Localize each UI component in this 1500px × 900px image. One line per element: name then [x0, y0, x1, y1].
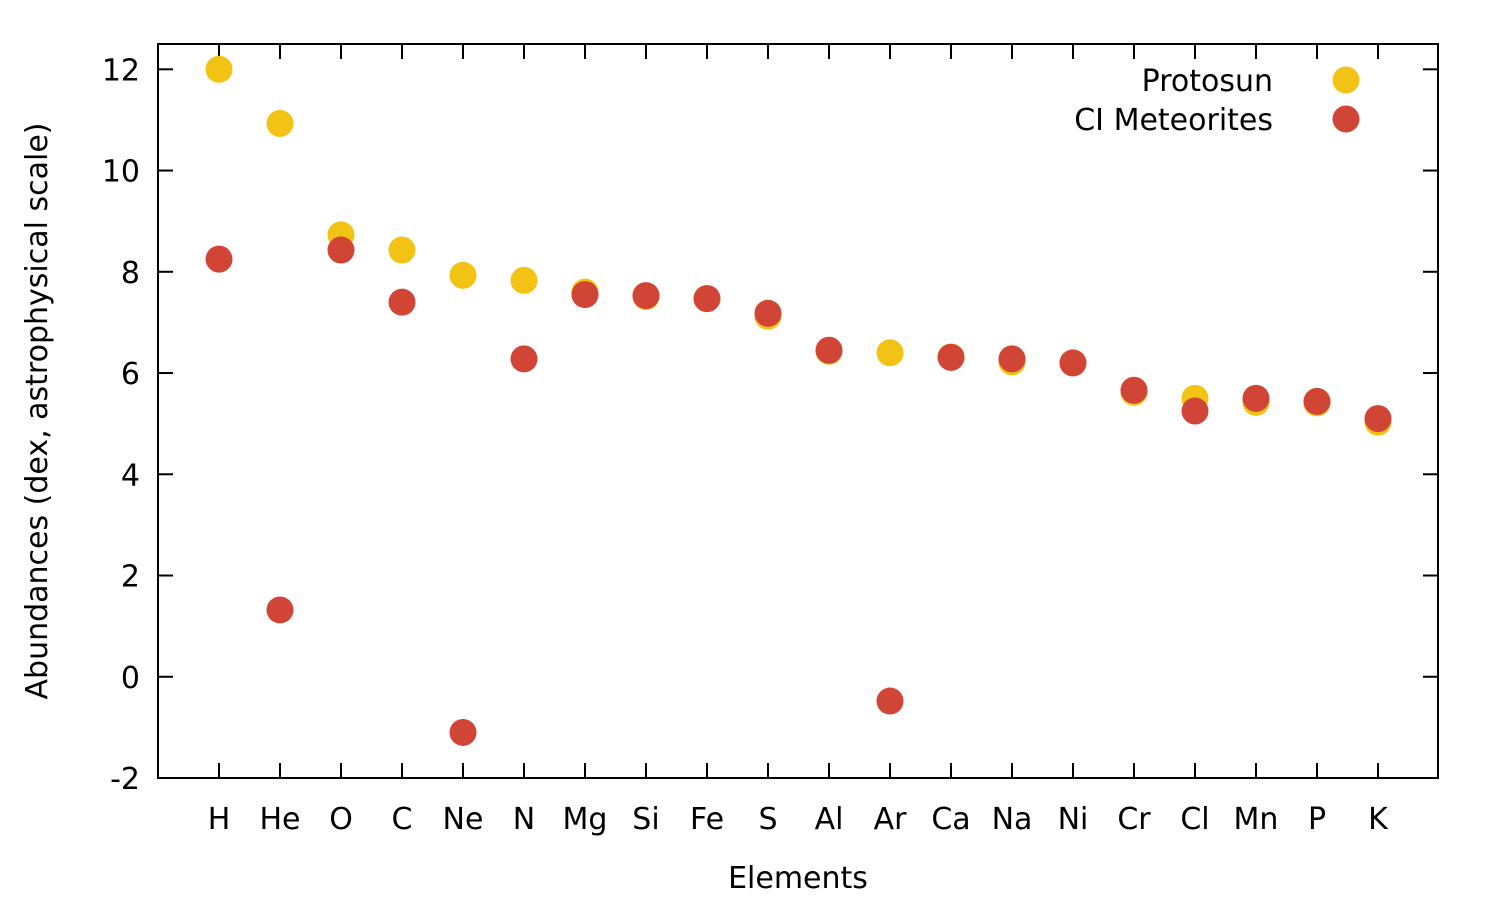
legend-label-protosun: Protosun	[1142, 64, 1273, 99]
x-axis-title: Elements	[728, 861, 868, 896]
x-tick-label-cl: Cl	[1180, 802, 1209, 837]
ci-meteorites-point-ni	[1059, 349, 1087, 377]
legend-label-ci-meteorites: CI Meteorites	[1074, 103, 1273, 138]
ci-meteorites-point-na	[998, 345, 1026, 373]
plot-frame	[157, 43, 1439, 779]
protosun-point-c	[388, 236, 416, 264]
protosun-point-n	[510, 266, 538, 294]
y-tick-label: 2	[121, 560, 140, 595]
x-tick-label-h: H	[208, 802, 231, 837]
x-tick-label-si: Si	[632, 802, 659, 837]
y-tick-labels: -2 0 2 4 6 8 10 12	[102, 53, 140, 797]
y-tick-label: 6	[121, 357, 140, 392]
ci-meteorites-point-al	[815, 336, 843, 364]
axis-ticks	[158, 44, 1438, 779]
x-tick-label-cr: Cr	[1117, 802, 1151, 837]
ci-meteorites-point-k	[1364, 405, 1392, 433]
ci-meteorites-point-o	[327, 236, 355, 264]
ci-meteorites-point-p	[1303, 387, 1331, 415]
ci-meteorites-point-h	[205, 245, 233, 273]
x-tick-labels: H He O C Ne N Mg Si Fe S Al Ar Ca Na Ni Cr Cl Mn P K	[208, 802, 1389, 837]
x-tick-label-ca: Ca	[931, 802, 970, 837]
x-tick-label-ar: Ar	[874, 802, 908, 837]
data-points	[205, 55, 1392, 746]
x-tick-label-fe: Fe	[690, 802, 724, 837]
ci-meteorites-point-cl	[1181, 397, 1209, 425]
ci-meteorites-point-he	[266, 596, 294, 624]
y-tick-label: 4	[121, 458, 140, 493]
ci-meteorites-point-ne	[449, 718, 477, 746]
ci-meteorites-point-mn	[1242, 384, 1270, 412]
x-tick-label-ne: Ne	[443, 802, 484, 837]
x-tick-label-mg: Mg	[563, 802, 608, 837]
y-tick-label: 0	[121, 661, 140, 696]
ci-meteorites-point-s	[754, 299, 782, 327]
protosun-point-he	[266, 109, 294, 137]
legend-marker-protosun	[1332, 66, 1360, 94]
x-tick-label-o: O	[329, 802, 353, 837]
ci-meteorites-point-c	[388, 288, 416, 316]
x-tick-label-na: Na	[992, 802, 1033, 837]
ci-meteorites-point-cr	[1120, 376, 1148, 404]
x-tick-label-s: S	[758, 802, 777, 837]
protosun-point-ar	[876, 339, 904, 367]
y-tick-label: 8	[121, 256, 140, 291]
legend: Protosun CI Meteorites	[1074, 64, 1360, 138]
protosun-point-h	[205, 55, 233, 83]
protosun-point-ne	[449, 261, 477, 289]
y-tick-label: -2	[110, 762, 140, 797]
ci-meteorites-point-ar	[876, 687, 904, 715]
x-tick-label-ni: Ni	[1058, 802, 1089, 837]
x-tick-label-n: N	[513, 802, 535, 837]
x-tick-label-c: C	[392, 802, 413, 837]
x-tick-label-k: K	[1368, 802, 1389, 837]
y-tick-label: 10	[102, 155, 140, 190]
y-axis-title: Abundances (dex, astrophysical scale)	[20, 123, 55, 700]
ci-meteorites-point-fe	[693, 285, 721, 313]
ci-meteorites-point-mg	[571, 281, 599, 309]
ci-meteorites-point-si	[632, 282, 660, 310]
ci-meteorites-point-ca	[937, 343, 965, 371]
y-tick-label: 12	[102, 53, 140, 88]
x-tick-label-mn: Mn	[1234, 802, 1279, 837]
legend-marker-ci-meteorites	[1332, 105, 1360, 133]
ci-meteorites-point-n	[510, 345, 538, 373]
x-tick-label-p: P	[1308, 802, 1326, 837]
x-tick-label-he: He	[259, 802, 300, 837]
x-tick-label-al: Al	[815, 802, 844, 837]
